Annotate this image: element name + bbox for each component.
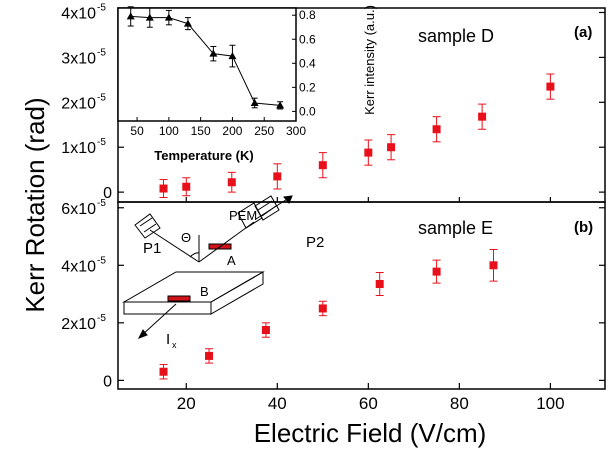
x-tick-label: 40: [268, 394, 287, 413]
polarizer-p2: [254, 195, 280, 221]
reflected-beam-arrowhead: [283, 195, 293, 204]
inset-data-point: [183, 19, 192, 27]
inset-y-tick-label: 0.4: [299, 56, 316, 70]
inset-x-tick-label: 50: [130, 124, 144, 138]
panel-a-y-tick-label: 0: [103, 185, 112, 202]
panel-a-y-tick-label: 1x10: [61, 140, 96, 157]
panel-a-y-tick-label: 2x10: [61, 95, 96, 112]
sample-slab-top: [122, 271, 265, 303]
panel-a-data-point: [432, 125, 441, 134]
inset-data-point: [126, 12, 135, 20]
inset-data-point: [250, 98, 259, 106]
theta-arc: [189, 252, 200, 258]
panel-a-y-tick-label: 4x10: [61, 5, 96, 22]
x-tick-label: 20: [177, 394, 196, 413]
inset-y-tick-label: 0.6: [299, 32, 316, 46]
panel-a-data-point: [227, 178, 236, 187]
panel-a-sample-label: sample D: [418, 26, 494, 46]
inset-y-tick-label: 0.0: [299, 104, 316, 118]
panel-a-data-point: [182, 182, 191, 191]
inset-data-point: [145, 13, 154, 21]
panel-b-y-tick-exponent: -5: [97, 255, 106, 266]
inset-plot: 50 100 150 200 250 300 0.0 0.2 0.4 0.6 0.8: [126, 6, 316, 138]
x-tick-label: 100: [536, 394, 564, 413]
inset-y-tick-label: 0.8: [299, 8, 316, 22]
panel-b-letter: (b): [574, 219, 593, 236]
label-current-sub: x: [172, 340, 177, 350]
x-tick-label: 60: [359, 394, 378, 413]
y-axis-title: Kerr Rotation (rad): [20, 97, 50, 312]
panel-b-series: [159, 248, 498, 380]
panel-a-y-tick-exponent: -5: [97, 47, 106, 58]
panel-a-y-tick-exponent: -5: [97, 137, 106, 148]
polarizer-p2-hatch: [257, 200, 277, 217]
inset-x-tick-label: 200: [222, 124, 242, 138]
label-contact-a: A: [227, 253, 236, 268]
inset-x-tick-label: 150: [191, 124, 211, 138]
label-p1: P1: [143, 240, 161, 257]
contact-b: [167, 295, 191, 302]
inset: 50 100 150 200 250 300 0.0 0.2 0.4 0.6 0.8 Tempera…: [117, 5, 377, 163]
current-arrowhead: [137, 329, 148, 339]
panel-b-data-point: [375, 279, 384, 288]
panel-b-data-point: [432, 267, 441, 276]
label-theta: Θ: [181, 230, 191, 245]
panel-a-letter: (a): [574, 24, 592, 41]
inset-x-tick-label: 250: [254, 124, 274, 138]
panel-b-data-point: [489, 261, 498, 270]
panel-a-y-tick-label: 3x10: [61, 50, 96, 67]
panel-b-y-tick-exponent: -5: [97, 313, 106, 324]
inset-y-tick-label: 0.2: [299, 80, 316, 94]
panel-b-y-tick-label: 0: [103, 373, 112, 390]
panel-b-y-tick-exponent: -5: [97, 198, 106, 209]
label-pem: PEM: [229, 208, 257, 223]
panel-b-y-tick-label: 4x10: [61, 258, 96, 275]
inset-x-tick-label: 300: [286, 124, 306, 138]
panel-b-sample-label: sample E: [418, 218, 493, 238]
panel-a-data-point: [478, 112, 487, 121]
x-tick-label: 80: [450, 394, 469, 413]
panel-a-series: [159, 73, 555, 199]
experiment-schematic: [122, 195, 293, 339]
x-axis-title: Electric Field (V/cm): [254, 418, 487, 448]
inset-data-point: [228, 52, 237, 60]
inset-data-point: [276, 101, 285, 109]
panel-a-data-point: [318, 161, 327, 170]
sample-slab-side: [210, 271, 264, 315]
panel-b-frame: [117, 201, 606, 390]
label-current: I: [166, 331, 170, 348]
label-p2: P2: [306, 234, 324, 251]
schematic-labels: P1 P2 PEM Θ A B I x: [143, 208, 324, 350]
inset-data-point: [209, 49, 218, 57]
panel-b-data-point: [205, 351, 214, 360]
panel-b-y-tick-label: 6x10: [61, 201, 96, 218]
inset-series-line: [130, 15, 281, 106]
panel-a-data-point: [387, 143, 396, 152]
panel-a-data-point: [273, 172, 282, 181]
panel-b-y-tick-label: 2x10: [61, 316, 96, 333]
reflected-beam: [198, 221, 255, 263]
polarizer-p1-hatch: [139, 217, 157, 233]
label-contact-b: B: [200, 284, 209, 299]
panel-b-data-point: [261, 326, 270, 335]
panel-b-data-point: [318, 304, 327, 313]
inset-x-axis-title: Temperature (K): [154, 148, 253, 163]
panel-a-y-tick-exponent: -5: [97, 2, 106, 13]
panel-a-data-point: [364, 148, 373, 157]
x-axis: 20 40 60 80 100: [177, 197, 565, 413]
inset-data-point: [164, 13, 173, 21]
panel-b-data-point: [159, 367, 168, 376]
inset-y-axis-title: Kerr intensity (a.u.): [362, 5, 377, 115]
inset-x-tick-label: 100: [159, 124, 179, 138]
polarizer-p1: [134, 213, 161, 239]
panel-a-data-point: [159, 184, 168, 193]
panel-a-y-tick-exponent: -5: [97, 92, 106, 103]
panel-a-data-point: [546, 82, 555, 91]
current-arrow: [140, 303, 177, 337]
